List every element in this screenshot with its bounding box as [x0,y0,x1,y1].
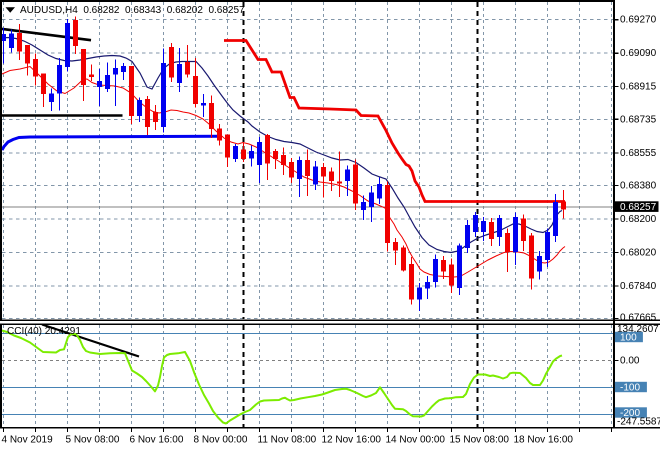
svg-text:18 Nov 16:00: 18 Nov 16:00 [514,435,574,446]
svg-text:0.68257: 0.68257 [620,202,657,213]
svg-text:0.00: 0.00 [620,356,640,367]
svg-text:-200: -200 [620,408,640,419]
svg-text:134.2607: 134.2607 [617,324,659,335]
svg-text:11 Nov 08:00: 11 Nov 08:00 [258,435,317,446]
svg-text:0.67665: 0.67665 [620,313,657,324]
svg-text:0.68380: 0.68380 [620,181,657,192]
svg-text:0.68555: 0.68555 [620,148,657,159]
svg-text:8 Nov 00:00: 8 Nov 00:00 [194,435,248,446]
svg-text:0.68200: 0.68200 [620,214,657,225]
svg-text:0.68915: 0.68915 [620,82,657,93]
svg-text:4 Nov 2019: 4 Nov 2019 [2,435,54,446]
svg-text:5 Nov 08:00: 5 Nov 08:00 [66,435,120,446]
svg-text:6 Nov 16:00: 6 Nov 16:00 [130,435,184,446]
svg-text:0.69090: 0.69090 [620,48,657,59]
svg-text:-247.5587: -247.5587 [617,416,660,427]
svg-text:14 Nov 00:00: 14 Nov 00:00 [386,435,446,446]
svg-text:100: 100 [620,332,637,343]
svg-text:CCI(40) 20.4291: CCI(40) 20.4291 [7,326,81,337]
svg-text:0.68735: 0.68735 [620,114,657,125]
svg-text:-100: -100 [620,382,640,393]
svg-text:0.69270: 0.69270 [620,15,657,26]
svg-text:0.68020: 0.68020 [620,248,657,259]
svg-text:12 Nov 16:00: 12 Nov 16:00 [322,435,382,446]
svg-text:15 Nov 08:00: 15 Nov 08:00 [450,435,510,446]
svg-text:0.67840: 0.67840 [620,281,657,292]
svg-text:AUDUSD,H4 0.68282 0.68343 0: AUDUSD,H4 0.68282 0.68343 0.68202 0.6825… [20,5,245,16]
